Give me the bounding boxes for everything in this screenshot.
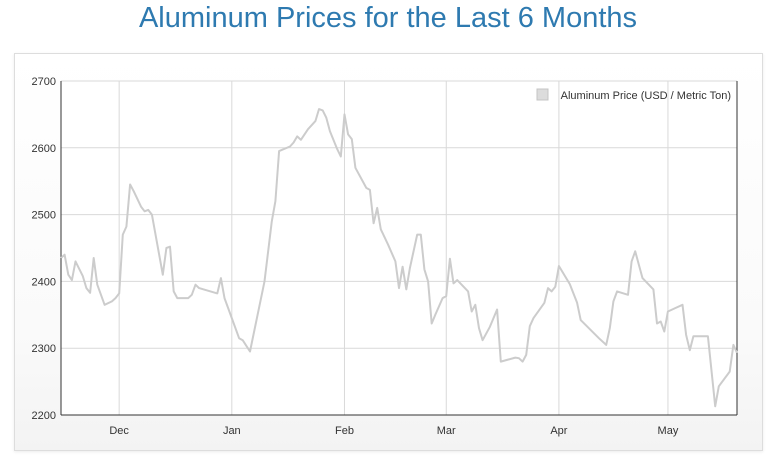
x-tick-label: Dec [109,425,129,437]
page-title: Aluminum Prices for the Last 6 Months [138,2,638,34]
legend[interactable]: Aluminum Price (USD / Metric Ton) [536,88,731,102]
x-tick-label: Jan [223,425,241,437]
grid-lines [61,80,737,416]
x-tick-label: May [658,425,679,437]
x-tick-label: Apr [550,425,567,437]
series-line [60,108,738,408]
x-tick-label: Mar [437,425,456,437]
y-tick-label: 2600 [32,143,56,155]
y-tick-label: 2400 [32,276,56,288]
y-tick-label: 2200 [32,410,56,422]
series-layer [60,108,738,408]
y-tick-label: 2700 [32,76,56,88]
y-tick-label: 2300 [32,343,56,355]
x-tick-label: Feb [335,425,354,437]
legend-label: Aluminum Price (USD / Metric Ton) [561,90,731,102]
axes: 2200 2300 2400 2500 2600 2700 Dec Jan Feb Mar Apr M… [32,76,738,437]
y-tick-label: 2500 [32,210,56,222]
plot-area [61,81,737,415]
legend-swatch [536,88,549,101]
